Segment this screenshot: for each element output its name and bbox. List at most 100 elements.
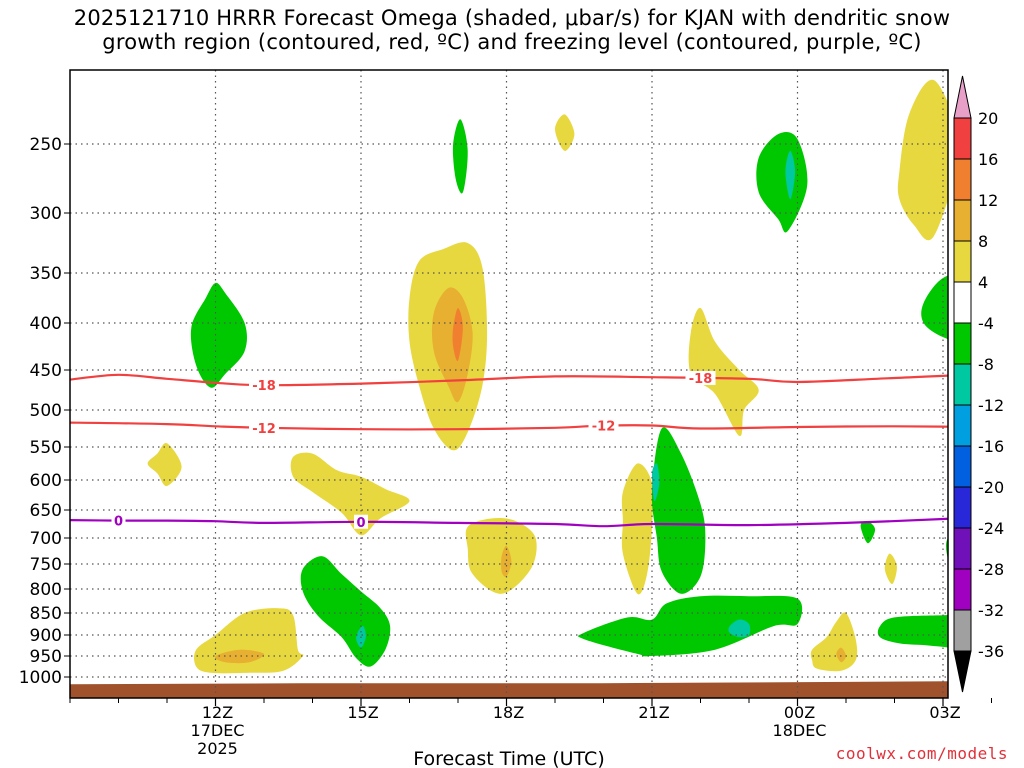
dgz-minus18-label-bg-1 — [685, 371, 716, 385]
x-tick-label-00Z: 00Z — [784, 703, 815, 722]
chart-title: 2025121710 HRRR Forecast Omega (shaded, … — [0, 6, 1024, 54]
omega-region-green-0 — [190, 282, 247, 388]
colorbar-label-6: -8 — [978, 355, 994, 374]
y-tick-label-750: 750 — [30, 555, 62, 575]
x-tick-label-03Z: 03Z — [929, 703, 960, 722]
omega-region-teal-31 — [1009, 622, 1024, 642]
omega-region-yellow-13 — [555, 114, 575, 151]
y-tick-label-250: 250 — [30, 135, 62, 155]
x-tick-date-12Z: 17DEC — [191, 721, 245, 740]
omega-region-green-20 — [756, 132, 808, 233]
omega-region-yellow-11 — [465, 517, 537, 594]
y-tick-label-600: 600 — [30, 471, 62, 491]
y-axis: 2503003504004505005506006507007508008509… — [19, 135, 70, 688]
dgz-minus12-label-bg-0 — [249, 420, 279, 435]
omega-region-yellow-22 — [810, 612, 858, 672]
x-tick-label-21Z: 21Z — [638, 703, 669, 722]
colorbar-bottom-arrow — [953, 650, 972, 693]
omega-region-orange-9 — [452, 308, 463, 362]
colorbar-swatch-3 — [953, 240, 972, 283]
omega-region-teal-16 — [651, 463, 660, 502]
colorbar-label-1: 16 — [978, 150, 998, 169]
colorbar-label-3: 8 — [978, 232, 988, 251]
colorbar-label-13: -36 — [978, 642, 1004, 661]
y-tick-label-1000: 1000 — [19, 668, 62, 688]
omega-region-yellow-26 — [897, 79, 948, 241]
freezing-level-line — [70, 517, 948, 528]
y-tick-label-950: 950 — [30, 647, 62, 667]
omega-region-yellow-4 — [290, 452, 410, 536]
y-tick-label-850: 850 — [30, 604, 62, 624]
omega-region-green-29 — [985, 128, 1011, 231]
y-tick-label-450: 450 — [30, 361, 62, 381]
colorbar-swatch-11 — [953, 568, 972, 611]
y-tick-label-350: 350 — [30, 264, 62, 284]
colorbar-top-arrow — [953, 75, 972, 119]
y-tick-label-800: 800 — [30, 580, 62, 600]
dgz-minus12-label-0: -12 — [252, 422, 276, 437]
colorbar-swatch-8 — [953, 445, 972, 488]
y-tick-label-500: 500 — [30, 401, 62, 421]
colorbar-label-12: -32 — [978, 601, 1004, 620]
credit-text: coolwx.com/models — [835, 744, 1008, 763]
dgz-minus12-line — [70, 421, 948, 431]
y-tick-label-650: 650 — [30, 501, 62, 521]
omega-shading-layer — [147, 79, 1024, 674]
freezing-level-label-1: 0 — [356, 516, 365, 531]
dgz-minus12-label-bg-1 — [588, 418, 619, 433]
dgz-minus18-label-0: -18 — [252, 379, 276, 394]
omega-region-gold-8 — [431, 287, 473, 403]
dgz-minus12-label-1: -12 — [592, 420, 616, 435]
colorbar-label-10: -24 — [978, 519, 1004, 538]
y-tick-label-700: 700 — [30, 529, 62, 549]
colorbar-label-9: -20 — [978, 478, 1004, 497]
x-tick-label-12Z: 12Z — [202, 703, 233, 722]
colorbar-label-11: -28 — [978, 560, 1004, 579]
contour-label-layer: -18 -18 -12 -12 0 0 — [111, 371, 716, 531]
colorbar-swatch-10 — [953, 527, 972, 570]
omega-region-green-30 — [877, 615, 948, 648]
omega-region-green-10 — [452, 119, 468, 194]
chart-title-line-1: 2025121710 HRRR Forecast Omega (shaded, … — [73, 6, 951, 30]
colorbar-label-7: -12 — [978, 396, 1004, 415]
ground-layer — [70, 681, 948, 698]
freezing-level-label-bg-1 — [354, 514, 368, 529]
omega-region-yellow-1 — [147, 442, 182, 487]
colorbar-swatch-1 — [953, 158, 972, 201]
omega-region-gold-23 — [836, 647, 846, 663]
contour-layer — [70, 373, 948, 528]
y-tick-label-400: 400 — [30, 314, 62, 334]
grid-layer — [70, 70, 948, 698]
colorbar-label-0: 20 — [978, 109, 998, 128]
colorbar-label-8: -16 — [978, 437, 1004, 456]
omega-region-yellow-17 — [688, 307, 759, 437]
x-tick-label-18Z: 18Z — [493, 703, 524, 722]
omega-region-green-15 — [651, 427, 706, 594]
omega-region-yellow-2 — [193, 608, 304, 674]
colorbar-label-5: -4 — [978, 314, 994, 333]
omega-region-green-27 — [921, 275, 948, 340]
plot-frame — [69, 69, 949, 699]
omega-region-yellow-14 — [621, 463, 654, 595]
colorbar-swatch-6 — [953, 363, 972, 406]
colorbar-swatch-0 — [953, 117, 972, 160]
y-tick-label-550: 550 — [30, 438, 62, 458]
omega-region-gold-3 — [214, 649, 265, 664]
colorbar-label-4: 4 — [978, 273, 988, 292]
colorbar-swatch-7 — [953, 404, 972, 447]
colorbar-swatch-9 — [953, 486, 972, 529]
omega-region-green-5 — [300, 556, 391, 667]
omega-region-green-18 — [578, 595, 803, 657]
freezing-level-label-bg-0 — [111, 513, 126, 528]
dgz-minus18-label-1: -18 — [689, 372, 713, 387]
x-tick-year-12Z: 2025 — [197, 739, 238, 758]
omega-region-yellow-25 — [884, 553, 897, 585]
omega-region-teal-19 — [728, 619, 751, 638]
chart-title-line-2: growth region (contoured, red, ºC) and f… — [102, 30, 922, 54]
y-tick-label-900: 900 — [30, 626, 62, 646]
colorbar-swatch-4 — [953, 281, 972, 324]
x-axis-label: Forecast Time (UTC) — [413, 748, 604, 768]
colorbar-label-2: 12 — [978, 191, 998, 210]
